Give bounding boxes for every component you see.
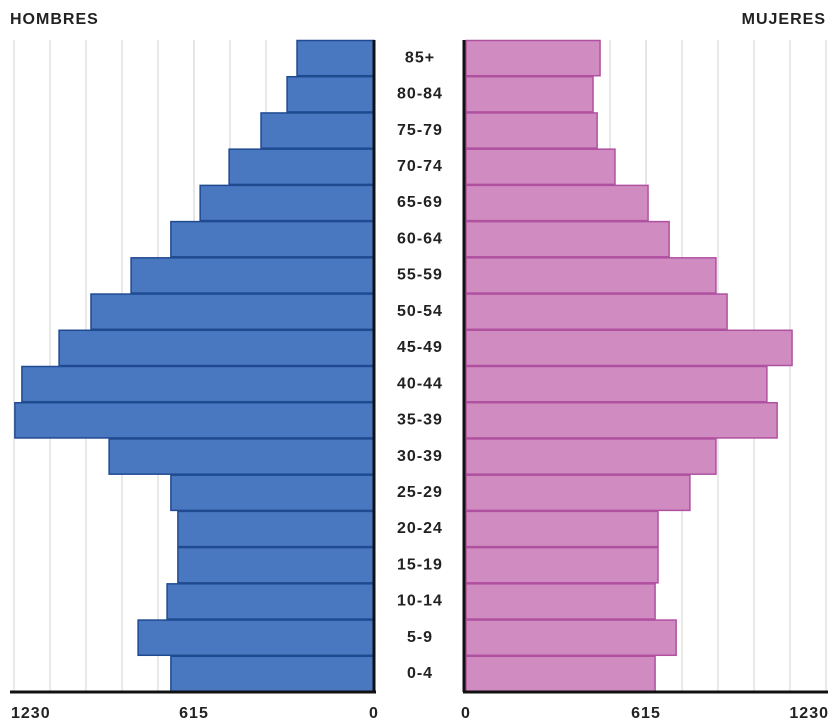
x-tick-label: 615	[179, 705, 209, 722]
bar	[465, 257, 717, 294]
x-tick-label: 0	[461, 705, 471, 722]
bar	[465, 401, 778, 439]
bar	[465, 184, 649, 222]
bar	[465, 148, 616, 186]
bar	[14, 401, 375, 439]
bar	[90, 293, 375, 331]
category-label: 65-69	[397, 194, 443, 211]
bar	[465, 293, 728, 331]
bar	[58, 329, 375, 367]
category-label: 40-44	[397, 375, 443, 392]
bar	[228, 148, 375, 186]
x-tick-label: 0	[369, 705, 379, 722]
category-label: 85+	[405, 49, 435, 66]
category-label: 70-74	[397, 158, 443, 175]
bar	[465, 112, 598, 149]
bar	[465, 220, 670, 258]
bar	[465, 474, 691, 512]
bar	[465, 655, 656, 693]
x-tick-label: 615	[631, 705, 661, 722]
bar	[465, 510, 659, 548]
bar	[465, 39, 601, 77]
category-label: 35-39	[397, 412, 443, 429]
category-label: 20-24	[397, 520, 443, 537]
bar	[130, 257, 375, 294]
category-label: 25-29	[397, 484, 443, 501]
bar	[170, 474, 375, 512]
category-label: 50-54	[397, 303, 443, 320]
bar	[296, 39, 375, 77]
category-label: 5-9	[407, 629, 433, 646]
category-label: 15-19	[397, 556, 443, 573]
category-label: 75-79	[397, 122, 443, 139]
left-title: HOMBRES	[10, 11, 99, 28]
category-label: 60-64	[397, 230, 443, 247]
bar	[170, 655, 375, 693]
bar	[286, 75, 375, 113]
bar	[465, 438, 717, 475]
right-title: MUJERES	[742, 11, 826, 28]
category-label: 0-4	[407, 665, 433, 682]
bar	[465, 546, 659, 584]
bar	[465, 583, 656, 620]
x-tick-label: 1230	[11, 705, 51, 722]
bar	[166, 583, 375, 620]
bar	[199, 184, 375, 222]
category-label: 80-84	[397, 86, 443, 103]
bar	[177, 546, 375, 584]
x-tick-label: 1230	[789, 705, 829, 722]
category-label: 10-14	[397, 593, 443, 610]
bar	[177, 510, 375, 548]
category-label: 55-59	[397, 267, 443, 284]
bar	[465, 75, 594, 113]
bar	[108, 438, 375, 475]
bar	[465, 619, 677, 657]
category-label: 30-39	[397, 448, 443, 465]
bar	[260, 112, 375, 149]
bar	[170, 220, 375, 258]
bar	[137, 619, 375, 657]
category-label: 45-49	[397, 339, 443, 356]
bar	[465, 365, 768, 403]
bar	[21, 365, 375, 403]
bar	[465, 329, 793, 367]
